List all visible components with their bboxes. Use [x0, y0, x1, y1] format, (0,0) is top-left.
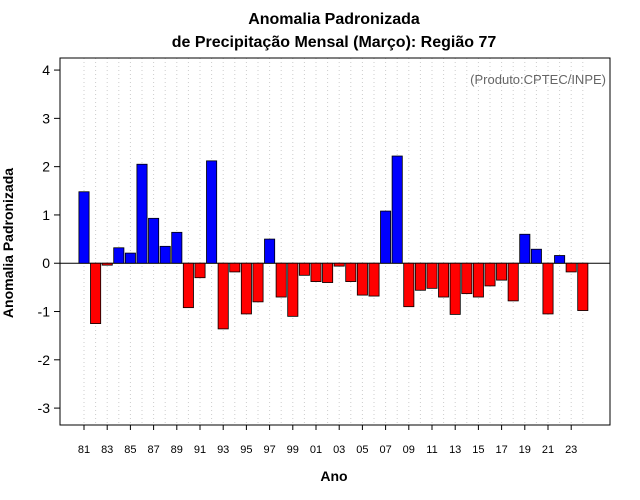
- bar-13: [449, 262, 461, 315]
- bar-07: [380, 210, 392, 264]
- x-tick-label: 11: [426, 444, 437, 456]
- y-tick-label: 4: [42, 62, 50, 78]
- bar-95: [240, 262, 252, 315]
- y-axis: -3 -2 -1 0 1 2 3 4: [38, 62, 60, 416]
- bar-90: [182, 262, 194, 309]
- bar-92: [206, 160, 218, 264]
- bar-99: [287, 262, 299, 317]
- x-tick-label: 17: [495, 444, 507, 456]
- bar-06: [368, 262, 380, 297]
- x-tick-label: 05: [356, 444, 368, 456]
- x-tick-label: 95: [240, 444, 252, 456]
- x-tick-label: 03: [333, 444, 345, 456]
- bar-19: [519, 233, 531, 264]
- bar-20: [530, 248, 542, 264]
- bar-97: [264, 238, 276, 264]
- x-tick-label: 97: [263, 444, 275, 456]
- bar-09: [403, 262, 415, 308]
- y-tick-label: 1: [42, 207, 50, 223]
- bar-83: [101, 262, 113, 266]
- bar-88: [159, 245, 171, 264]
- bar-01: [310, 262, 322, 282]
- x-tick-label: 19: [519, 444, 531, 456]
- bar-22: [554, 255, 566, 264]
- bar-94: [229, 262, 241, 273]
- y-axis-title: Anomalia Padronizada: [0, 168, 16, 318]
- x-tick-label: 21: [542, 444, 554, 456]
- bar-84: [113, 247, 125, 264]
- bar-12: [438, 262, 450, 298]
- bar-93: [217, 262, 229, 330]
- x-axis: 81 83 85 87 89 91 93 95 97 99 01 03 05 07 09 11 13 15 17 19…: [78, 425, 577, 456]
- credit-label: (Produto:CPTEC/INPE): [470, 72, 606, 87]
- bar-02: [322, 262, 334, 283]
- bar-11: [426, 262, 438, 289]
- x-tick-label: 91: [194, 444, 206, 456]
- bar-04: [345, 262, 357, 282]
- bar-86: [136, 163, 148, 264]
- x-tick-label: 09: [403, 444, 415, 456]
- bar-96: [252, 262, 264, 303]
- x-tick-label: 23: [565, 444, 577, 456]
- x-tick-label: 85: [124, 444, 136, 456]
- bar-89: [171, 231, 183, 264]
- bar-17: [496, 262, 508, 281]
- plot-frame: [59, 57, 611, 426]
- bar-98: [275, 262, 287, 298]
- bar-23: [565, 262, 577, 273]
- x-tick-label: 87: [147, 444, 159, 456]
- y-tick-label: 2: [42, 159, 50, 175]
- bar-05: [356, 262, 368, 296]
- bar-18: [507, 262, 519, 302]
- bar-08: [391, 155, 403, 264]
- y-tick-label: -2: [38, 352, 51, 368]
- y-tick-label: 3: [42, 110, 50, 126]
- x-tick-label: 07: [379, 444, 391, 456]
- bar-81: [78, 191, 90, 264]
- bar-16: [484, 262, 496, 287]
- x-tick-label: 13: [449, 444, 461, 456]
- bar-21: [542, 262, 554, 315]
- y-tick-label: -1: [38, 304, 51, 320]
- bar-14: [461, 262, 473, 295]
- bar-91: [194, 262, 206, 279]
- chart-title-line1: Anomalia Padronizada: [248, 11, 420, 28]
- bar-15: [472, 262, 484, 298]
- bars-group: [78, 155, 589, 330]
- bar-85: [124, 252, 136, 264]
- bar-82: [90, 262, 102, 324]
- x-tick-label: 83: [101, 444, 113, 456]
- y-tick-label: 0: [42, 255, 50, 271]
- x-tick-label: 89: [171, 444, 183, 456]
- bar-87: [148, 217, 160, 264]
- bar-03: [333, 262, 345, 267]
- y-tick-label: -3: [38, 400, 51, 416]
- bar-00: [298, 262, 310, 276]
- x-tick-label: 93: [217, 444, 229, 456]
- bar-10: [414, 262, 426, 291]
- chart-title-line2: de Precipitação Mensal (Março): Região 7…: [172, 34, 497, 51]
- x-axis-title: Ano: [320, 468, 347, 484]
- x-tick-label: 15: [472, 444, 484, 456]
- x-tick-label: 01: [310, 444, 322, 456]
- x-tick-label: 81: [78, 444, 90, 456]
- bar-24: [577, 262, 589, 311]
- x-tick-label: 99: [287, 444, 299, 456]
